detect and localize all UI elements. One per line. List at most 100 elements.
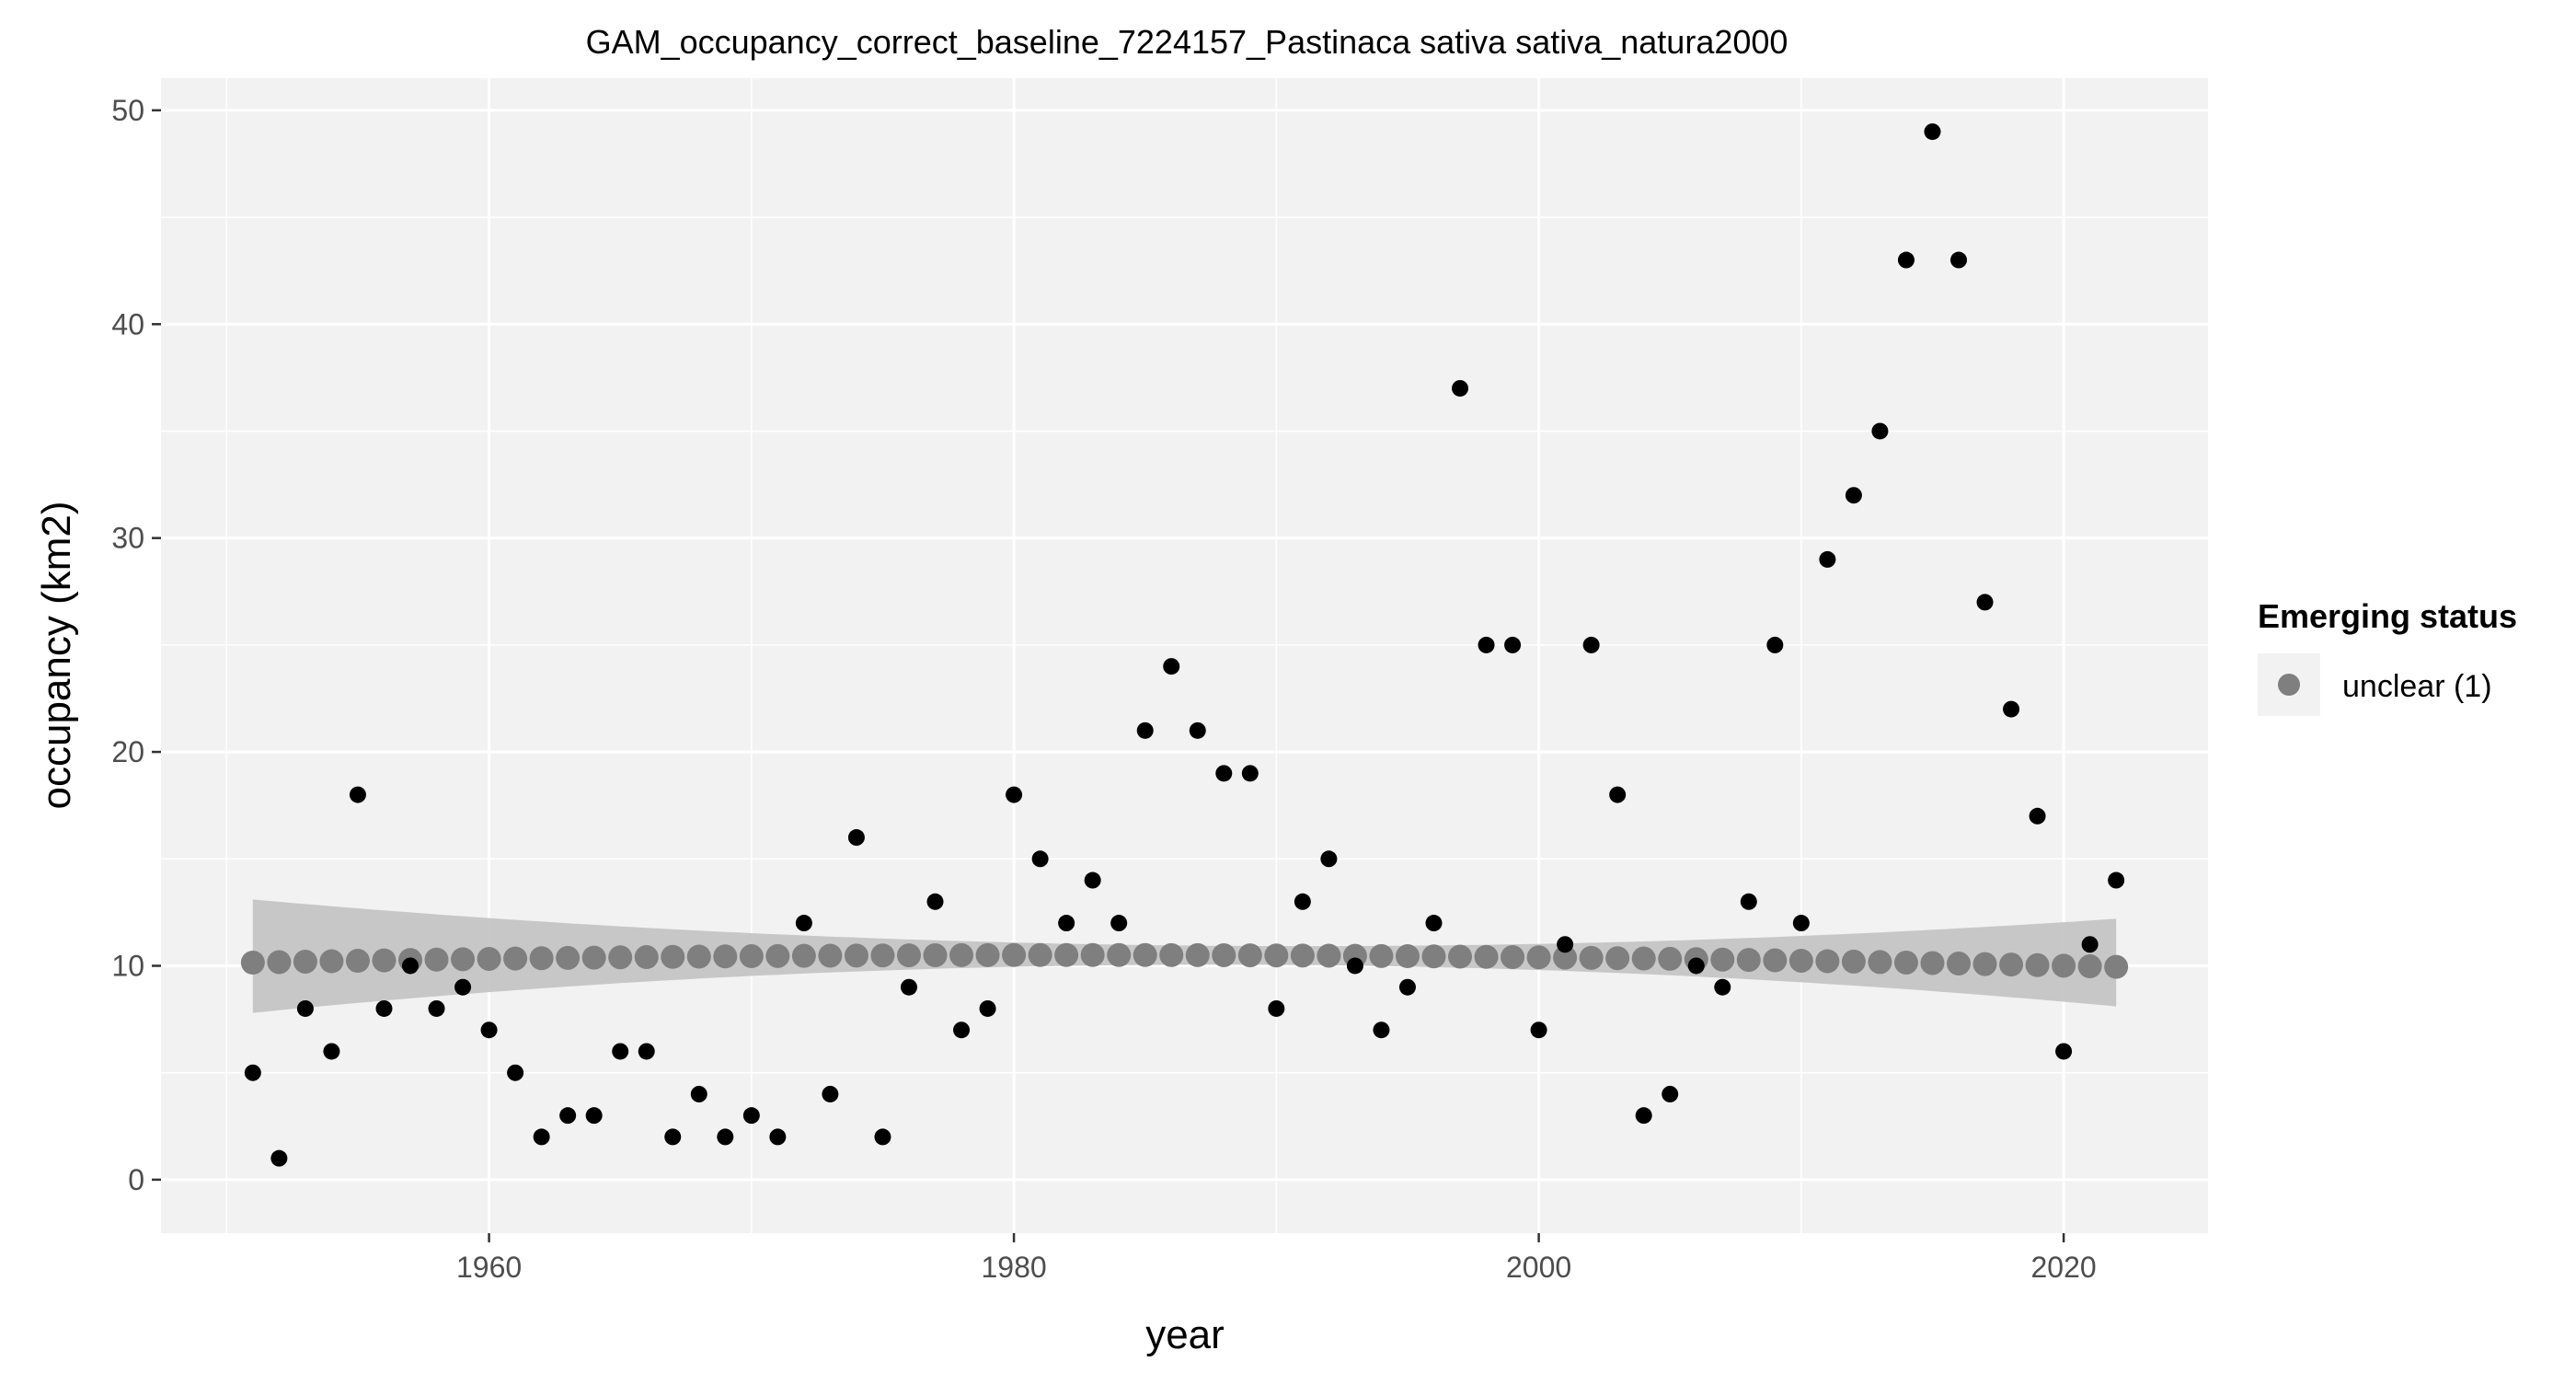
data-point — [847, 829, 865, 847]
data-point — [1058, 915, 1075, 932]
x-tick-label: 2020 — [2031, 1251, 2097, 1284]
data-point — [1373, 1021, 1390, 1039]
data-point — [1215, 765, 1233, 782]
data-point — [1924, 123, 1941, 141]
data-point — [664, 1128, 682, 1146]
data-point — [638, 1043, 655, 1060]
data-point — [480, 1021, 498, 1039]
fit-point — [713, 944, 738, 969]
fit-point — [2077, 954, 2102, 979]
y-tick-label: 20 — [111, 735, 144, 768]
fit-point — [581, 945, 606, 970]
fit-point — [818, 943, 843, 968]
data-point — [2055, 1043, 2073, 1060]
fit-point — [2025, 952, 2050, 977]
fit-points-layer — [240, 942, 2129, 979]
data-point — [1714, 978, 1731, 996]
data-point — [1006, 786, 1023, 803]
data-point — [349, 786, 366, 803]
fit-point — [1421, 944, 1446, 969]
fit-point — [1631, 946, 1656, 971]
fit-point — [1999, 952, 2024, 977]
fit-point — [451, 947, 476, 972]
fit-point — [1290, 943, 1315, 968]
legend-label-unclear: unclear (1) — [2342, 669, 2492, 704]
data-point — [270, 1149, 288, 1167]
x-tick-label: 1960 — [456, 1251, 522, 1284]
data-point — [1845, 487, 1862, 504]
fit-point — [529, 946, 554, 971]
y-tick-label: 30 — [111, 522, 144, 555]
fit-point — [424, 947, 449, 972]
fit-point — [1868, 950, 1892, 975]
data-point — [1136, 721, 1154, 739]
fit-point — [1658, 946, 1683, 971]
data-point — [1504, 636, 1522, 653]
data-point — [375, 999, 393, 1017]
data-point — [1740, 893, 1757, 910]
fit-point — [870, 943, 895, 968]
data-point — [1530, 1021, 1547, 1039]
fit-point — [1317, 943, 1341, 968]
fit-point — [1736, 948, 1761, 973]
fit-point — [556, 945, 581, 970]
fit-point — [1395, 944, 1420, 969]
fit-point — [634, 945, 659, 970]
y-tick-label: 0 — [128, 1163, 144, 1196]
fit-point — [975, 942, 1000, 967]
legend-swatch-unclear — [2278, 674, 2300, 696]
y-axis-title: occupancy (km2) — [34, 501, 79, 809]
data-point — [1557, 936, 1574, 953]
fit-point — [1579, 945, 1604, 970]
confidence-band-layer — [252, 899, 2117, 1013]
fit-point — [1107, 942, 1132, 967]
data-point — [1110, 915, 1128, 932]
fit-point — [477, 946, 501, 971]
fit-point — [345, 949, 370, 974]
data-point — [1189, 721, 1206, 739]
data-point — [1687, 957, 1705, 975]
data-point — [953, 1021, 971, 1039]
fit-point — [1710, 947, 1735, 972]
data-point — [1294, 893, 1311, 910]
y-tick-label: 10 — [111, 949, 144, 982]
data-point — [979, 999, 996, 1017]
data-point — [2003, 700, 2020, 718]
data-point — [1871, 422, 1889, 440]
fit-point — [1526, 945, 1551, 970]
data-point — [690, 1085, 707, 1102]
fit-point — [1553, 945, 1578, 970]
fit-point — [1080, 942, 1105, 967]
data-point — [1084, 871, 1101, 889]
data-point — [323, 1043, 340, 1060]
data-point — [296, 999, 314, 1017]
y-tick-label: 50 — [111, 94, 144, 127]
data-point — [1268, 999, 1285, 1017]
fit-point — [372, 948, 397, 973]
confidence-band — [252, 899, 2117, 1013]
data-point — [1662, 1085, 1679, 1102]
fit-point — [1788, 948, 1813, 973]
data-point — [2029, 807, 2046, 825]
fit-point — [791, 943, 816, 968]
fit-point — [661, 944, 685, 969]
data-point — [926, 893, 944, 910]
fit-point — [319, 949, 344, 974]
data-point — [1635, 1107, 1652, 1125]
y-tick-label: 40 — [111, 307, 144, 340]
data-point — [1976, 594, 1994, 611]
fit-point — [1264, 943, 1289, 968]
fit-point — [1474, 944, 1499, 969]
data-point — [1425, 915, 1443, 932]
fit-point — [1028, 942, 1052, 967]
data-point — [533, 1128, 550, 1146]
data-point — [1398, 978, 1416, 996]
fit-point — [1920, 951, 1945, 975]
data-point — [1031, 850, 1049, 868]
data-point — [1950, 251, 1968, 269]
data-point — [2108, 871, 2125, 889]
fit-point — [1815, 949, 1840, 974]
fit-point — [1972, 952, 1997, 976]
fit-point — [1237, 943, 1262, 968]
